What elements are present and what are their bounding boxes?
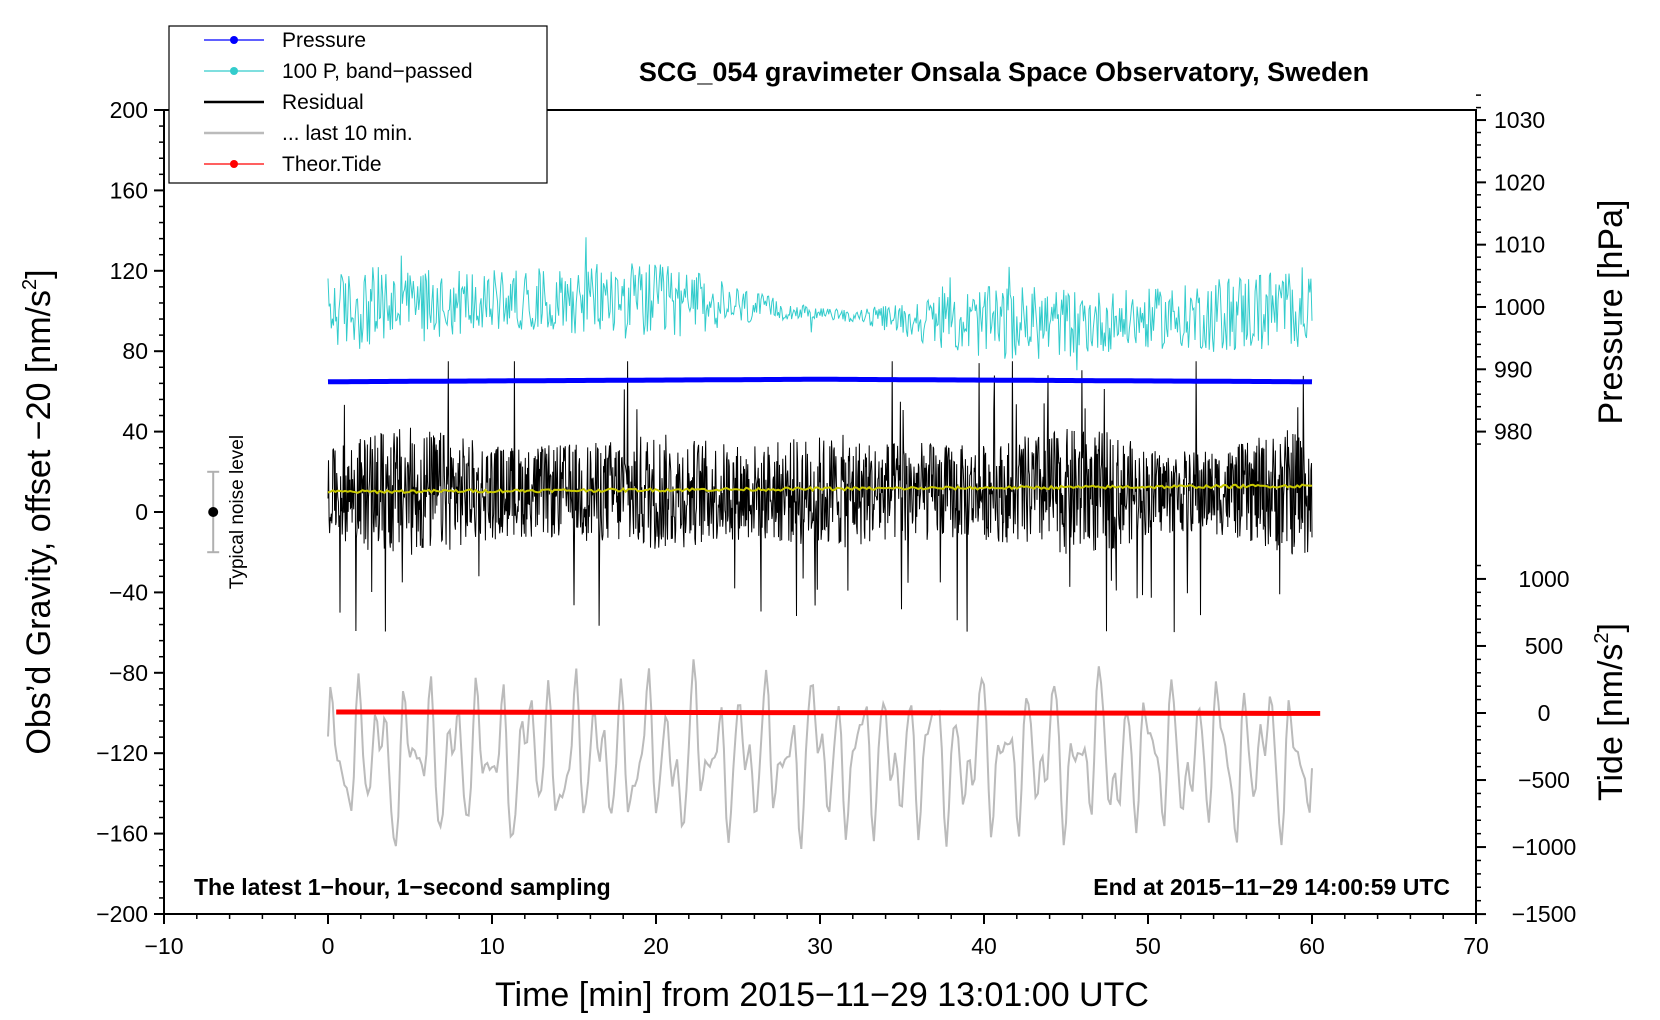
x-tick-label: 0 [322, 933, 335, 959]
y-left-tick-label: 40 [122, 419, 148, 445]
y-left-tick-label: 160 [110, 177, 148, 203]
y-axis-label-left-sup: 2 [19, 279, 41, 290]
legend-label: ... last 10 min. [282, 122, 413, 145]
x-axis-label: Time [min] from 2015−11−29 13:01:00 UTC [495, 976, 1149, 1014]
y-axis-label-left-end: ] [20, 269, 58, 278]
y-axis-label-tide-sup: 2 [1591, 632, 1613, 643]
legend-entry: 100 P, band−passed [204, 60, 473, 83]
noise-level-label: Typical noise level [227, 435, 248, 589]
y-left-tick-label: −80 [109, 660, 148, 686]
series-residual-line [327, 361, 1313, 633]
noise-bar-center-dot [208, 507, 219, 517]
pressure-tick-label: 980 [1494, 419, 1532, 445]
chart-title: SCG_054 gravimeter Onsala Space Observat… [639, 57, 1369, 87]
series-smoothed-residual-line [327, 483, 1313, 495]
legend: Pressure 100 P, band−passed Residual ... la… [168, 25, 548, 184]
legend-entry: Pressure [204, 29, 366, 52]
legend-swatch-dot [230, 36, 238, 44]
legend-label: Pressure [282, 29, 366, 52]
y-axis-label-pressure: Pressure [hPa] [1592, 200, 1630, 425]
pressure-tick-label: 1030 [1494, 107, 1545, 133]
tide-tick-label: −500 [1518, 767, 1570, 793]
y-axis-label-tide-main: Tide [nm/s [1592, 644, 1630, 801]
y-axis-label-tide-end: ] [1592, 623, 1630, 632]
legend-swatch-dot [230, 67, 238, 75]
series-layer [327, 237, 1321, 850]
y-left-tick-label: 80 [122, 338, 148, 364]
axes-layer: −10 0 10 20 30 40 50 60 70−200−160−120−80−400408… [96, 94, 1577, 959]
y-axis-label-tide: Tide [nm/s2] [1591, 623, 1630, 801]
y-axis-label-left-main: Obs’d Gravity, offset −20 [nm/s [20, 290, 58, 755]
y-left-tick-label: −120 [96, 740, 148, 766]
y-left-tick-label: 120 [110, 258, 148, 284]
annotation-end-time: End at 2015−11−29 14:00:59 UTC [1093, 874, 1450, 900]
x-tick-label: 40 [971, 933, 997, 959]
pressure-tick-label: 990 [1494, 356, 1532, 382]
y-left-tick-label: −160 [96, 821, 148, 847]
legend-label: 100 P, band−passed [282, 60, 473, 83]
legend-entry: ... last 10 min. [204, 122, 413, 145]
legend-entry: Theor.Tide [204, 153, 382, 176]
y-axis-label-left: Obs’d Gravity, offset −20 [nm/s2] [19, 269, 58, 754]
series-pressure-line [327, 376, 1313, 385]
series-theor-tide-line [336, 709, 1321, 716]
y-left-tick-label: −200 [96, 901, 148, 927]
x-tick-label: 10 [479, 933, 505, 959]
legend-label: Residual [282, 91, 364, 114]
x-tick-label: 30 [807, 933, 833, 959]
x-tick-label: 20 [643, 933, 669, 959]
tide-tick-label: 1000 [1518, 566, 1569, 592]
series-bandpassed-pressure-line [327, 237, 1313, 371]
x-tick-label: 60 [1299, 933, 1325, 959]
y-left-tick-label: 200 [110, 97, 148, 123]
legend-entry: Residual [204, 91, 364, 114]
annotation-sampling: The latest 1−hour, 1−second sampling [194, 874, 611, 900]
pressure-tick-label: 1020 [1494, 169, 1545, 195]
series-last-10-min-line [327, 659, 1313, 850]
legend-box [168, 25, 548, 184]
x-tick-label: −10 [144, 933, 183, 959]
y-left-tick-label: −40 [109, 579, 148, 605]
noise-level-indicator: Typical noise level [207, 435, 248, 589]
y-left-tick-label: 0 [135, 499, 148, 525]
x-tick-label: 70 [1463, 933, 1489, 959]
tide-tick-label: −1500 [1512, 901, 1577, 927]
tide-tick-label: 500 [1525, 633, 1563, 659]
tide-tick-label: 0 [1538, 700, 1551, 726]
pressure-tick-label: 1000 [1494, 294, 1545, 320]
legend-swatch-dot [230, 160, 238, 168]
pressure-tick-label: 1010 [1494, 232, 1545, 258]
x-tick-label: 50 [1135, 933, 1161, 959]
tide-tick-label: −1000 [1512, 834, 1577, 860]
legend-label: Theor.Tide [282, 153, 382, 176]
